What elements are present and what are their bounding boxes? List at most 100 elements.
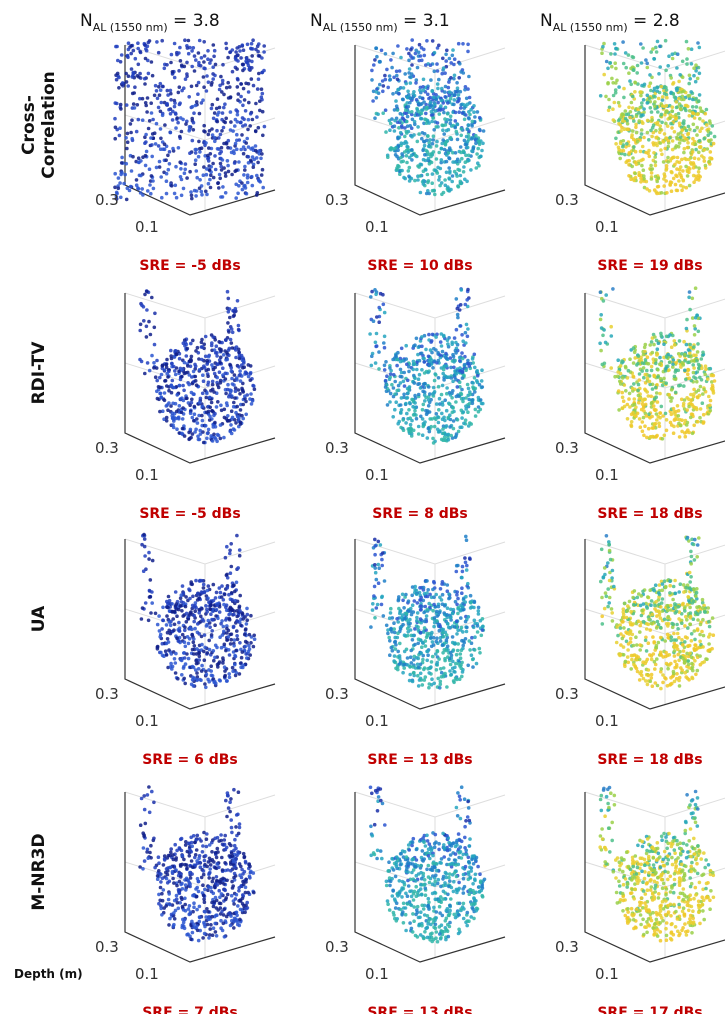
point — [171, 70, 175, 74]
point — [466, 146, 470, 150]
point — [143, 293, 147, 297]
point — [642, 434, 646, 438]
point — [466, 50, 470, 54]
point — [463, 556, 467, 560]
point — [249, 641, 253, 645]
point — [607, 98, 611, 102]
point — [178, 103, 182, 107]
point — [664, 381, 668, 385]
point — [639, 177, 643, 181]
point — [177, 91, 181, 95]
point — [173, 623, 177, 627]
point — [171, 411, 175, 415]
point — [175, 116, 179, 120]
point — [145, 150, 149, 154]
point — [455, 653, 459, 657]
point — [653, 100, 657, 104]
point — [156, 97, 160, 101]
point — [443, 178, 447, 182]
point — [169, 98, 173, 102]
point — [158, 93, 162, 97]
point — [627, 128, 631, 132]
point — [219, 404, 223, 408]
point — [209, 664, 213, 668]
point — [388, 366, 392, 370]
point — [447, 94, 451, 98]
point — [413, 599, 417, 603]
point — [223, 593, 227, 597]
point — [223, 408, 227, 412]
point — [126, 132, 130, 136]
point — [654, 164, 658, 168]
point — [711, 388, 715, 392]
point — [708, 156, 712, 160]
point — [242, 87, 246, 91]
point — [441, 384, 445, 388]
point — [411, 603, 415, 607]
point — [436, 82, 440, 86]
point — [222, 436, 226, 440]
point — [193, 363, 197, 367]
point — [171, 417, 175, 421]
point — [455, 619, 459, 623]
point — [471, 665, 475, 669]
point — [682, 98, 686, 102]
point — [475, 166, 479, 170]
point — [163, 123, 167, 127]
point — [172, 365, 176, 369]
point — [190, 65, 194, 69]
point — [375, 606, 379, 610]
point — [598, 342, 602, 346]
point — [656, 110, 660, 114]
sre-label: SRE = 19 dBs — [597, 258, 702, 274]
point — [609, 325, 613, 329]
point — [659, 148, 663, 152]
point — [633, 172, 637, 176]
point — [434, 335, 438, 339]
point — [697, 178, 701, 182]
point — [639, 159, 643, 163]
point — [141, 155, 145, 159]
point — [455, 632, 459, 636]
point — [473, 648, 477, 652]
point — [183, 434, 187, 438]
point — [384, 108, 388, 112]
point — [688, 308, 692, 312]
point — [693, 324, 697, 328]
point — [697, 170, 701, 174]
point — [153, 94, 157, 98]
point — [676, 404, 680, 408]
point — [200, 414, 204, 418]
point — [707, 395, 711, 399]
point — [120, 156, 124, 160]
point — [117, 76, 121, 80]
point — [182, 666, 186, 670]
point — [676, 189, 680, 193]
point — [673, 343, 677, 347]
point — [600, 326, 604, 330]
point — [229, 571, 233, 575]
point — [462, 410, 466, 414]
point — [176, 121, 180, 125]
point — [445, 638, 449, 642]
point — [477, 405, 481, 409]
point — [436, 101, 440, 105]
point — [193, 430, 197, 434]
point — [420, 137, 424, 141]
point — [648, 383, 652, 387]
point — [221, 366, 225, 370]
point — [688, 77, 692, 81]
point — [113, 172, 117, 176]
point — [465, 538, 469, 542]
point — [197, 51, 201, 55]
point — [144, 47, 148, 51]
point — [646, 66, 650, 70]
point — [226, 576, 230, 580]
point — [701, 119, 705, 123]
point — [191, 604, 195, 608]
point — [173, 101, 177, 105]
point — [150, 174, 154, 178]
point — [665, 335, 669, 339]
point — [475, 369, 479, 373]
point — [248, 633, 252, 637]
